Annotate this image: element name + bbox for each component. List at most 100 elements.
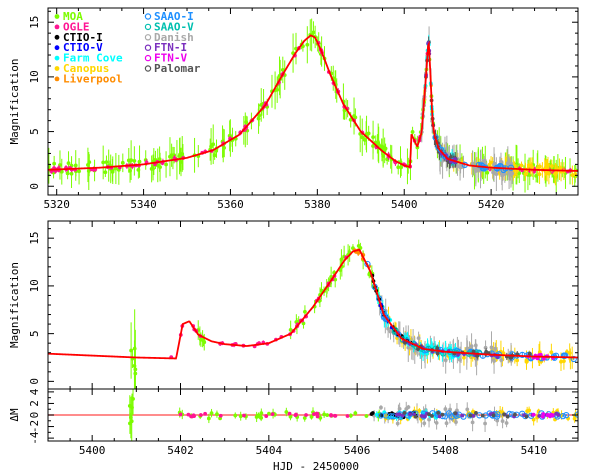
y-tick-label: 5: [28, 330, 41, 337]
residual-ogle: [287, 411, 292, 416]
residual-ogle: [270, 412, 275, 417]
residual-moa: [259, 408, 264, 418]
legend-entry: Palomar: [144, 62, 201, 75]
model-curve-top: [48, 34, 578, 172]
residual-palomar: [430, 414, 434, 418]
data-point-danish: [492, 153, 497, 174]
residual-palomar: [453, 411, 458, 416]
residual-moa: [128, 412, 132, 434]
residual-palomar: [413, 414, 418, 419]
legend-marker: [54, 66, 60, 71]
residual-saao-i: [445, 410, 452, 417]
data-point-danish: [489, 331, 494, 364]
data-point-moa: [233, 131, 238, 147]
legend-marker: [144, 23, 152, 31]
y-tick-label: -2: [28, 420, 41, 433]
data-point-moa: [360, 118, 365, 156]
residual-palomar: [474, 411, 478, 415]
x-tick-label: 5402: [167, 444, 194, 457]
legend-label: Liverpool: [63, 72, 123, 85]
data-point-moa: [168, 137, 172, 177]
data-point-moa: [69, 156, 74, 176]
residual-palomar: [512, 412, 517, 417]
data-point-saao-i: [500, 166, 507, 174]
residual-moa: [209, 408, 214, 418]
y-axis-label: ΔM: [8, 408, 21, 422]
y-tick-label: 0: [28, 378, 41, 385]
residual-moa: [233, 412, 238, 419]
legend-marker: [54, 24, 60, 30]
data-point-moa: [133, 345, 138, 389]
legend-entry: Danish: [144, 31, 194, 44]
residual-danish: [504, 418, 509, 428]
residual-ftn-i: [437, 414, 442, 419]
data-point-canopus: [537, 163, 542, 170]
residual-ftn-i: [460, 413, 465, 418]
data-point-danish: [473, 157, 478, 185]
residual-ftn-i: [554, 411, 559, 416]
residual-ogle: [186, 412, 191, 417]
residual-ogle: [178, 412, 183, 417]
legend-marker: [144, 65, 152, 72]
data-point-moa: [256, 103, 261, 134]
legend-label: FTN-V: [154, 52, 187, 65]
legend-label: CTIO-V: [63, 41, 103, 54]
residual-ogle: [242, 413, 246, 418]
legend-label: Farm Cove: [63, 52, 123, 65]
residual-ftn-i: [397, 412, 402, 417]
data-point-moa: [137, 145, 142, 178]
data-point-moa: [59, 158, 64, 185]
residual-palomar: [440, 412, 445, 417]
residuals-panel: 5400 5402 5404 5406 5408 5410 -4-20 2 4 ΔM: [8, 388, 579, 457]
data-point-moa: [132, 309, 137, 389]
legend-label: Canopus: [63, 62, 109, 75]
data-point-moa: [164, 151, 168, 178]
residual-palomar: [480, 413, 485, 418]
data-point-canopus: [519, 161, 524, 170]
x-tick-label: 5420: [478, 198, 505, 211]
residual-ogle: [264, 414, 269, 418]
data-point-canopus: [570, 165, 575, 185]
data-point-moa: [196, 145, 201, 168]
legend-entry: FTN-I: [144, 41, 187, 54]
data-point-danish: [470, 150, 475, 177]
data-point-moa: [371, 120, 375, 154]
data-point-moa: [66, 151, 71, 176]
y-tick-label: 10: [28, 70, 41, 83]
residual-ftn-i: [471, 413, 476, 418]
y-axis-label: Magnification: [8, 58, 21, 144]
residual-ogle: [198, 413, 203, 417]
residual-palomar: [436, 410, 441, 415]
legend-label: Danish: [154, 31, 194, 44]
legend-label: CTIO-I: [63, 31, 103, 44]
residual-palomar: [427, 412, 431, 417]
residual-ftn-i: [422, 414, 427, 419]
residual-ogle: [314, 411, 319, 416]
x-tick-label: 5380: [304, 198, 331, 211]
data-point-moa: [132, 146, 137, 176]
legend-entry: SAAO-V: [144, 20, 194, 33]
residual-moa: [131, 389, 135, 415]
residual-canopus: [572, 414, 577, 423]
residual-ogle: [218, 413, 223, 418]
model-curve-zoom: [48, 248, 578, 360]
data-point-moa: [399, 158, 404, 177]
data-point-moa: [291, 33, 295, 73]
legend-marker: [54, 55, 60, 61]
data-point-moa: [280, 56, 285, 84]
legend-label: MOA: [63, 10, 83, 23]
data-point-moa: [212, 150, 217, 160]
residual-moa: [364, 414, 369, 418]
residual-canopus: [527, 406, 532, 415]
residual-danish: [422, 419, 427, 427]
data-point-moa: [120, 153, 125, 173]
residual-ctio-i: [369, 412, 374, 416]
plot-area: [48, 18, 578, 193]
data-point-canopus: [543, 160, 548, 176]
legend-marker: [54, 34, 60, 40]
residual-danish: [443, 405, 448, 413]
data-point-danish: [493, 342, 498, 355]
y-tick-label: 10: [28, 279, 41, 292]
legend-entry: CTIO-I: [54, 31, 103, 44]
